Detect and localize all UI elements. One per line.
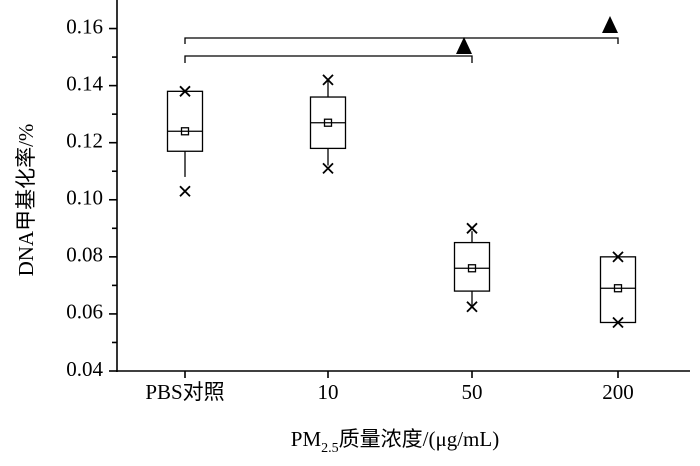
x-axis-label: PM2.5质量浓度/(μg/mL) bbox=[291, 427, 499, 456]
y-tick-label: 0.10 bbox=[66, 186, 103, 210]
mean-marker bbox=[323, 118, 333, 127]
extreme-marker bbox=[612, 316, 624, 329]
y-tick-label: 0.04 bbox=[66, 357, 103, 381]
mean-marker bbox=[180, 127, 190, 136]
extreme-marker bbox=[466, 301, 478, 313]
x-label-rest: 质量浓度/(μg/mL) bbox=[339, 427, 500, 451]
x-tick-label: 10 bbox=[318, 380, 339, 404]
x-tick-label: PBS对照 bbox=[145, 380, 224, 404]
x-label-sub: 2.5 bbox=[321, 441, 339, 456]
y-tick-label: 0.14 bbox=[66, 71, 103, 95]
x-label-main: PM bbox=[291, 427, 322, 451]
x-tick-label: 50 bbox=[462, 380, 483, 404]
y-tick-label: 0.06 bbox=[66, 300, 103, 324]
extreme-marker bbox=[612, 251, 624, 263]
bracket bbox=[184, 37, 619, 44]
extreme-marker bbox=[179, 185, 191, 197]
x-tick-label: 200 bbox=[602, 380, 634, 404]
extreme-marker bbox=[322, 162, 334, 175]
significance-marker bbox=[602, 16, 618, 33]
bracket bbox=[184, 55, 473, 63]
box bbox=[599, 256, 637, 324]
mean-marker bbox=[613, 284, 623, 293]
significance-marker bbox=[456, 37, 472, 54]
significance-brackets bbox=[184, 37, 619, 63]
y-tick-label: 0.08 bbox=[66, 243, 103, 267]
y-axis-label: DNA甲基化率/% bbox=[14, 124, 38, 277]
box bbox=[453, 241, 491, 292]
y-tick-label: 0.16 bbox=[66, 14, 103, 38]
extreme-marker bbox=[466, 222, 478, 234]
y-tick-label: 0.12 bbox=[66, 129, 103, 153]
extreme-marker bbox=[322, 74, 334, 86]
mean-marker bbox=[467, 264, 477, 273]
box bbox=[166, 90, 204, 152]
extreme-marker bbox=[179, 85, 191, 97]
